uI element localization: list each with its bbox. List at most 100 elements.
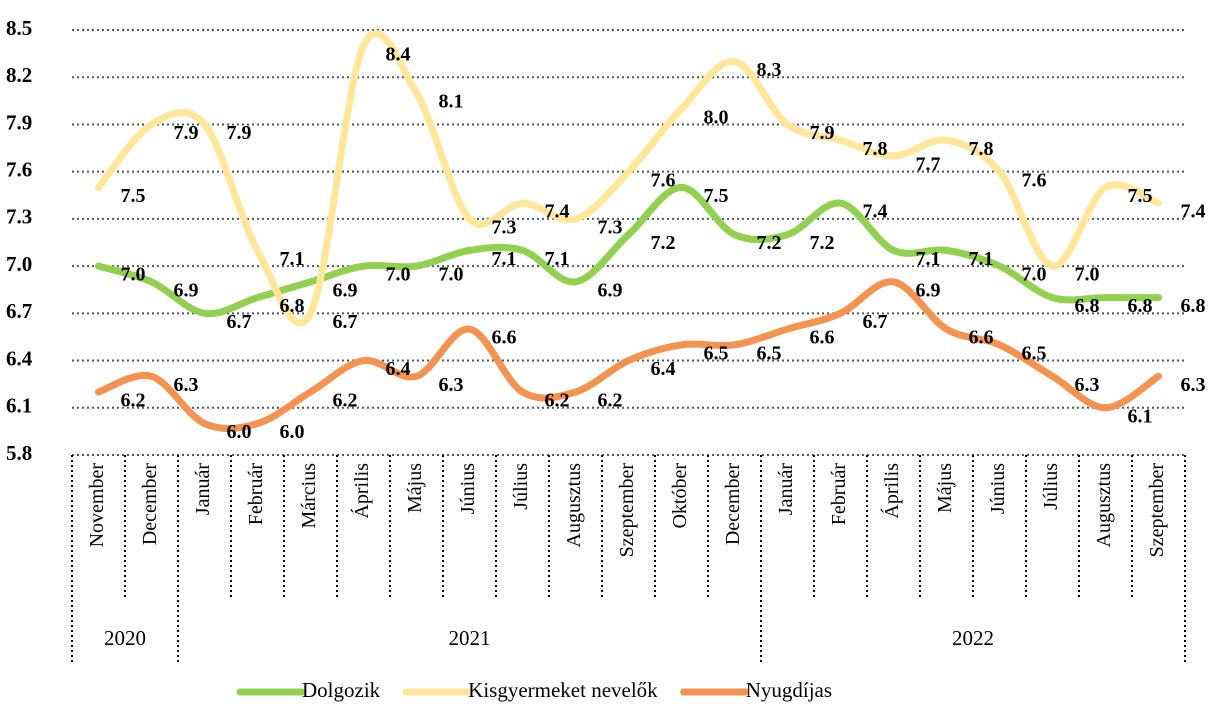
data-label: 7.4 [1181, 201, 1206, 223]
data-label: 6.2 [121, 390, 146, 412]
data-label: 6.9 [916, 279, 941, 301]
data-label: 7.9 [227, 122, 252, 144]
data-label: 6.5 [1022, 342, 1047, 364]
x-tick-label: Június [987, 463, 1009, 514]
x-tick-label: Július [1040, 463, 1062, 510]
x-tick-label: Augusztus [563, 463, 585, 548]
data-label: 8.3 [757, 59, 782, 81]
legend-label: Kisgyermeket nevelők [468, 678, 658, 702]
x-tick-label: Május [934, 463, 956, 513]
data-label: 6.8 [280, 295, 305, 317]
data-label: 7.0 [386, 264, 411, 286]
data-label: 7.9 [810, 122, 835, 144]
data-label: 7.9 [174, 122, 199, 144]
x-tick-label: Február [828, 463, 850, 526]
y-tick-label: 8.2 [6, 63, 32, 87]
data-label: 7.2 [651, 232, 676, 254]
data-label: 7.1 [280, 248, 305, 270]
data-label: 6.4 [386, 358, 411, 380]
data-label: 7.5 [121, 185, 146, 207]
data-label: 7.0 [1022, 264, 1047, 286]
data-label: 8.1 [439, 91, 464, 113]
data-label: 6.5 [757, 342, 782, 364]
data-label: 6.1 [1128, 405, 1153, 427]
x-tick-label: Október [669, 463, 691, 529]
data-label: 7.2 [757, 232, 782, 254]
data-label: 7.5 [1128, 185, 1153, 207]
group-label: 2020 [104, 626, 146, 650]
data-label: 7.8 [969, 138, 994, 160]
x-tick-label: Március [298, 463, 320, 529]
x-tick-label: Február [245, 463, 267, 526]
data-label: 6.2 [598, 390, 623, 412]
y-tick-label: 7.9 [6, 110, 32, 134]
legend-label: Dolgozik [302, 678, 381, 702]
y-tick-label: 6.7 [6, 299, 32, 323]
data-label: 7.3 [598, 216, 623, 238]
data-label: 7.4 [545, 201, 570, 223]
data-label: 6.6 [810, 327, 835, 349]
y-tick-label: 6.4 [6, 346, 33, 370]
data-label: 6.2 [545, 390, 570, 412]
x-tick-label: Január [775, 463, 797, 516]
y-tick-label: 6.1 [6, 394, 32, 418]
data-label: 7.3 [492, 216, 517, 238]
data-label: 7.6 [1022, 169, 1047, 191]
group-label: 2021 [449, 626, 491, 650]
y-tick-label: 7.3 [6, 205, 32, 229]
data-label: 6.4 [651, 358, 676, 380]
data-label: 7.6 [651, 169, 676, 191]
data-label: 6.8 [1128, 295, 1153, 317]
data-label: 6.9 [333, 279, 358, 301]
data-label: 6.7 [227, 311, 252, 333]
data-label: 7.0 [439, 264, 464, 286]
y-tick-label: 7.6 [6, 157, 32, 181]
data-label: 6.5 [704, 342, 729, 364]
data-label: 6.8 [1075, 295, 1100, 317]
data-label: 7.0 [1075, 264, 1100, 286]
data-label: 6.7 [863, 311, 888, 333]
group-label: 2022 [952, 626, 994, 650]
data-label: 6.8 [1181, 295, 1206, 317]
data-label: 6.2 [333, 390, 358, 412]
data-label: 6.9 [598, 279, 623, 301]
x-tick-label: Szeptember [616, 463, 638, 558]
series-line [95, 278, 1162, 432]
x-tick-label: December [139, 463, 161, 546]
x-tick-label: Július [510, 463, 532, 510]
y-tick-label: 5.8 [6, 441, 32, 465]
x-tick-label: Április [350, 463, 373, 519]
data-label: 8.4 [386, 43, 411, 65]
data-label: 6.0 [280, 421, 305, 443]
data-label: 7.2 [810, 232, 835, 254]
y-tick-label: 8.5 [6, 16, 32, 40]
data-label: 6.9 [174, 279, 199, 301]
data-label: 6.6 [969, 327, 994, 349]
x-tick-label: Május [404, 463, 426, 513]
x-tick-label: December [722, 463, 744, 546]
x-tick-label: Augusztus [1093, 463, 1115, 548]
series-line [95, 30, 1162, 327]
data-label: 6.7 [333, 311, 358, 333]
data-label: 7.1 [916, 248, 941, 270]
data-label: 7.0 [121, 264, 146, 286]
x-tick-label: November [86, 463, 108, 548]
data-label: 7.4 [863, 201, 888, 223]
data-label: 6.3 [1075, 374, 1100, 396]
data-label: 7.1 [969, 248, 994, 270]
data-label: 6.6 [492, 327, 517, 349]
data-label: 6.0 [227, 421, 252, 443]
data-label: 6.3 [439, 374, 464, 396]
data-label: 7.1 [492, 248, 517, 270]
data-label: 6.3 [1181, 374, 1206, 396]
x-tick-label: Január [192, 463, 214, 516]
x-tick-label: Szeptember [1146, 463, 1168, 558]
legend-label: Nyugdíjas [746, 678, 832, 702]
data-label: 7.5 [704, 185, 729, 207]
data-label: 7.1 [545, 248, 570, 270]
data-label: 7.8 [863, 138, 888, 160]
y-tick-label: 7.0 [6, 252, 32, 276]
data-label: 6.3 [174, 374, 199, 396]
data-label: 7.7 [916, 154, 941, 176]
